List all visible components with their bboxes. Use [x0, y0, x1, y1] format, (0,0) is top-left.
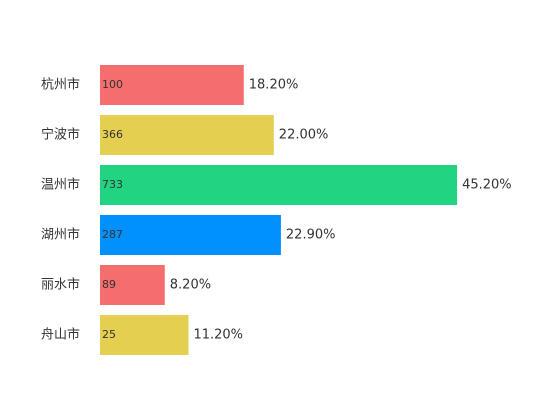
y-tick-label: 温州市: [41, 177, 80, 193]
inner-label: 733: [102, 178, 123, 191]
value-label: 45.20%: [462, 178, 512, 193]
bar: [100, 215, 281, 255]
inner-label: 25: [102, 328, 116, 341]
bar: [100, 265, 165, 305]
value-label: 22.90%: [286, 228, 336, 243]
bar: [100, 65, 244, 105]
value-label: 11.20%: [193, 328, 243, 343]
y-tick-label: 杭州市: [41, 77, 80, 93]
inner-label: 366: [102, 128, 123, 141]
bar: [100, 165, 458, 205]
value-label: 18.20%: [249, 78, 299, 93]
y-tick-label: 舟山市: [41, 327, 80, 343]
inner-label: 287: [102, 228, 123, 241]
bar: [100, 115, 274, 155]
inner-label: 100: [102, 78, 123, 91]
value-label: 8.20%: [170, 278, 211, 293]
bar: [100, 315, 189, 355]
inner-label: 89: [102, 278, 116, 291]
y-tick-label: 丽水市: [41, 277, 80, 293]
y-tick-label: 宁波市: [41, 127, 80, 143]
value-label: 22.00%: [279, 128, 329, 143]
y-tick-label: 湖州市: [41, 227, 80, 243]
